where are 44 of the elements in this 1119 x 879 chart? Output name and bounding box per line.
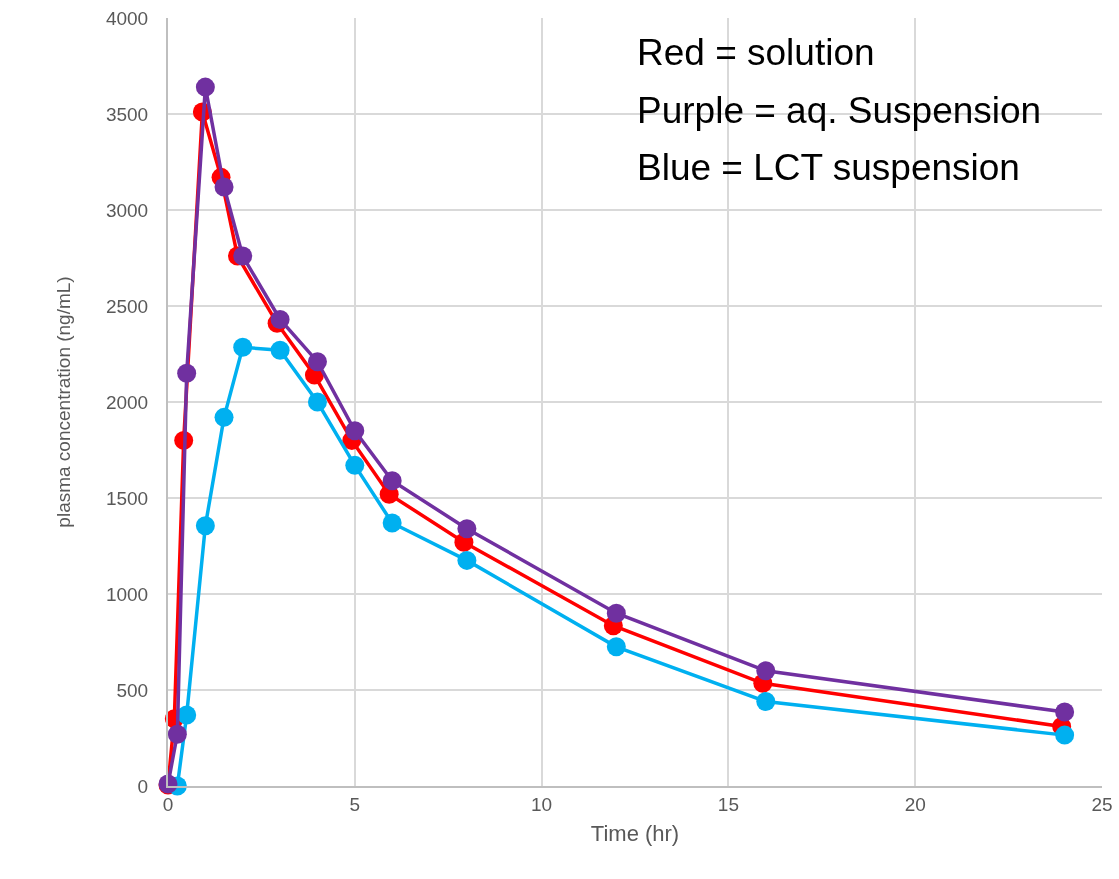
point [345,421,365,441]
point [233,337,253,357]
point [177,705,197,725]
point [1055,702,1075,722]
point [307,352,327,372]
y-tick-label: 3000 [105,199,149,221]
y-tick-label: 1000 [105,583,149,605]
y-tick-label: 500 [116,679,149,701]
point [1055,725,1075,745]
y-tick-label: 0 [137,775,149,797]
y-tick-label: 2500 [105,295,149,317]
x-tick-label: 5 [349,793,361,815]
point [606,603,626,623]
y-tick-label: 3500 [105,103,149,125]
point [177,363,197,383]
point [756,661,776,681]
point [382,471,402,491]
annotation: Purple = aq. Suspension [637,90,1042,131]
y-tick-label: 2000 [105,391,149,413]
point [457,550,477,570]
y-tick-label: 1500 [105,487,149,509]
point [195,77,215,97]
annotation: Red = solution [637,32,875,73]
point [756,692,776,712]
point [345,455,365,475]
point [214,407,234,427]
point [382,513,402,533]
point [606,637,626,657]
annotation: Blue = LCT suspension [637,147,1020,188]
x-tick-label: 15 [717,793,739,815]
x-tick-label: 0 [162,793,174,815]
x-tick-label: 20 [904,793,926,815]
point [270,340,290,360]
y-axis-title: plasma concentration (ng/mL) [53,276,75,528]
point [307,392,327,412]
point [195,516,215,536]
x-axis-title: Time (hr) [590,821,680,847]
point [167,724,187,744]
x-tick-label: 25 [1091,793,1113,815]
y-tick-label: 4000 [105,7,149,29]
x-tick-label: 10 [531,793,553,815]
point [214,177,234,197]
point [233,246,253,266]
point [457,519,477,539]
